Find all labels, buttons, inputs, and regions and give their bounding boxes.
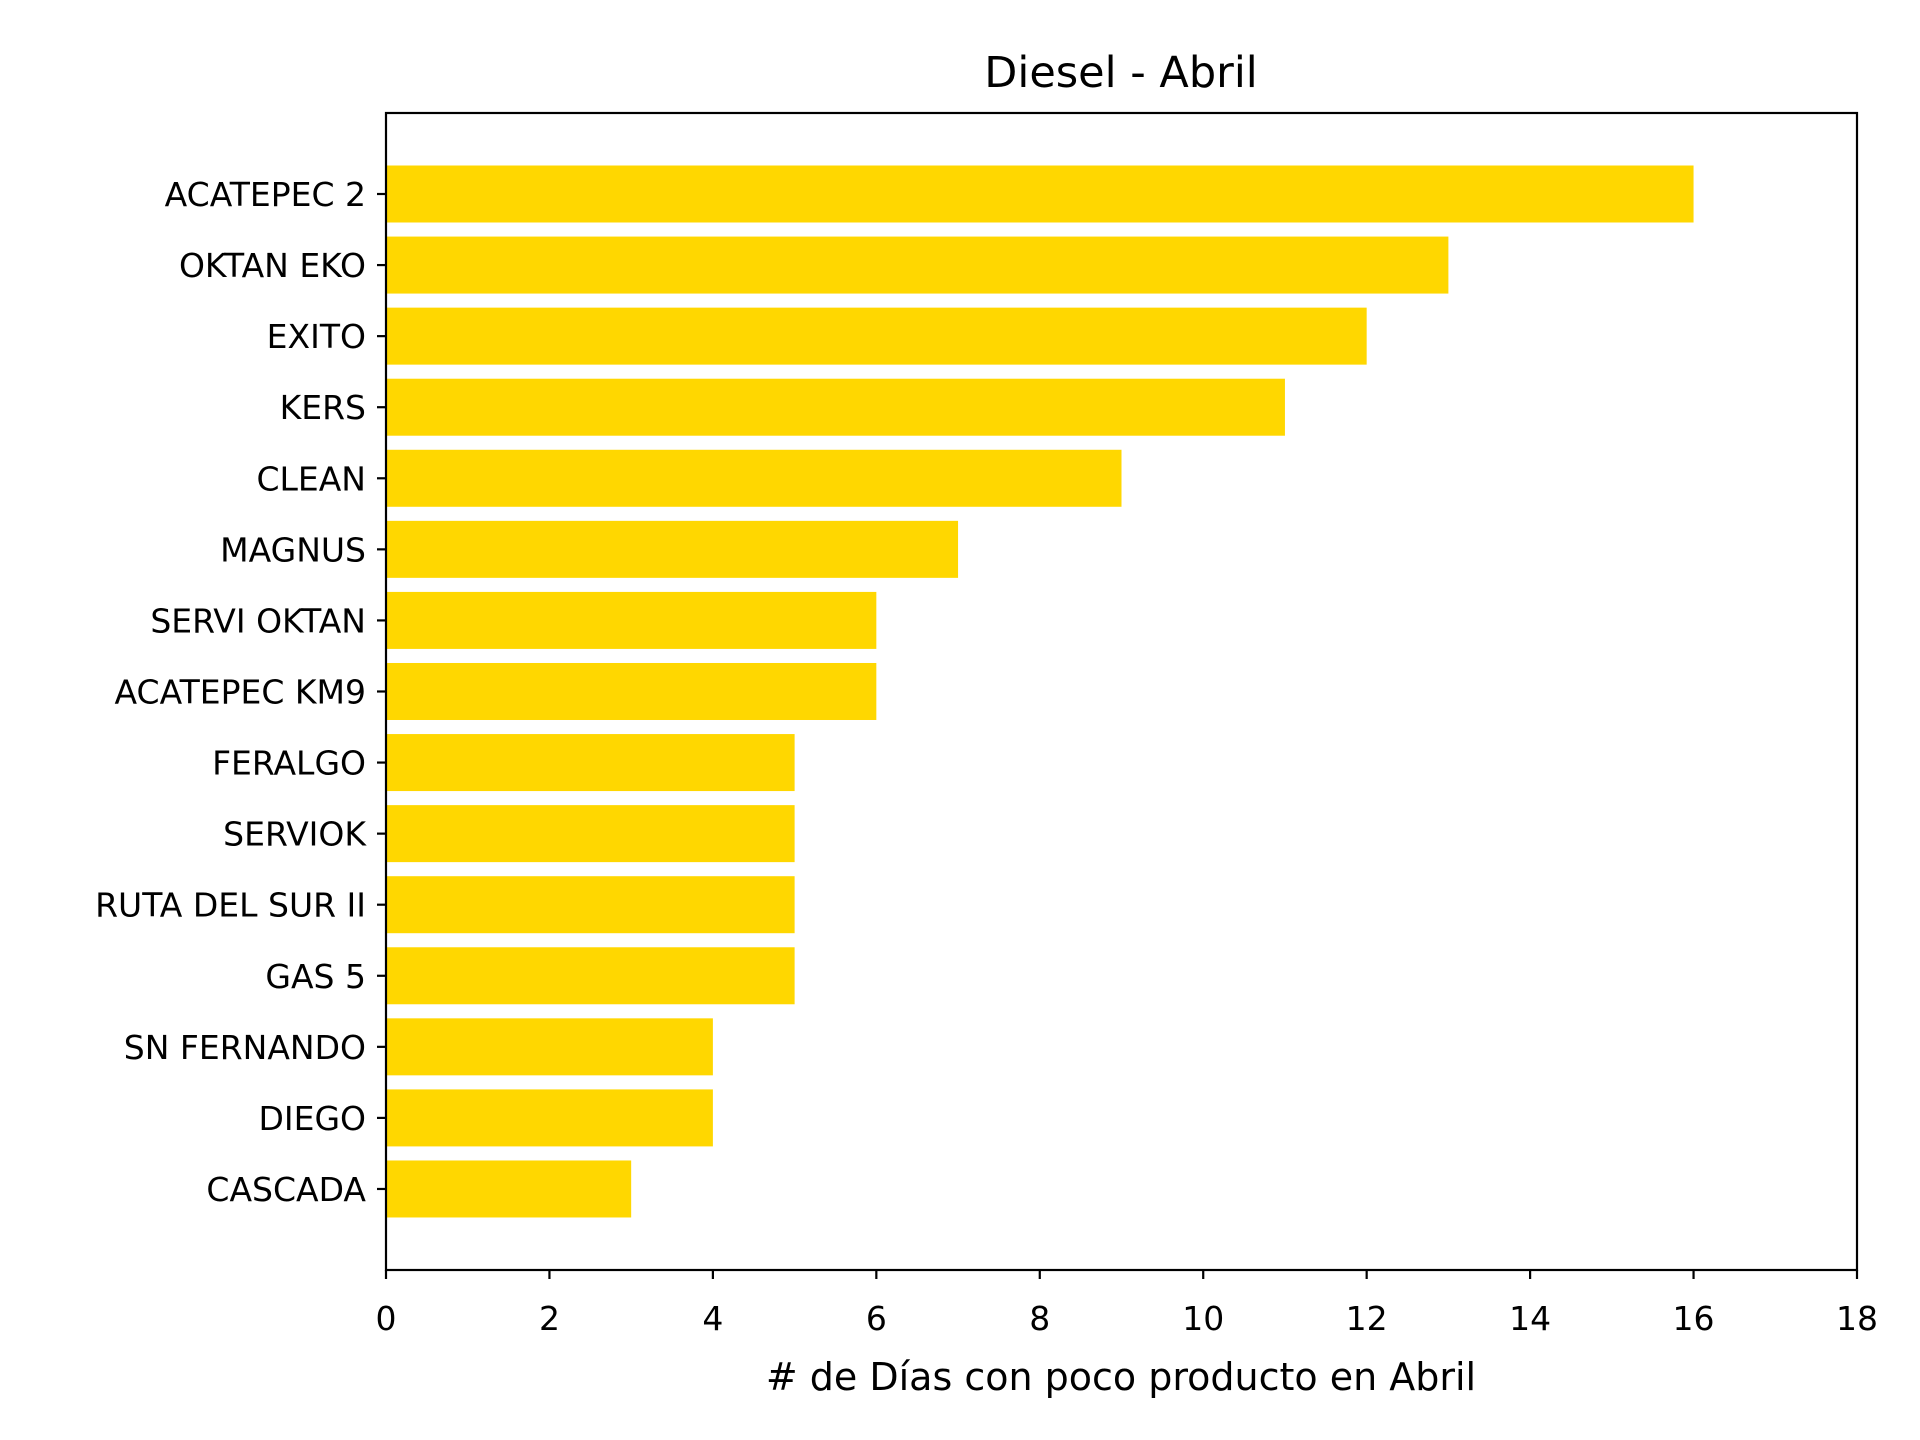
bar (386, 805, 795, 863)
y-tick-label: FERALGO (212, 744, 366, 783)
bar (386, 236, 1449, 294)
bars-group (386, 165, 1694, 1218)
y-tick-label: CASCADA (206, 1170, 366, 1209)
bar (386, 1160, 632, 1218)
x-tick-label: 2 (539, 1299, 560, 1338)
x-tick-label: 18 (1836, 1299, 1878, 1338)
x-tick-label: 12 (1346, 1299, 1388, 1338)
x-tick-label: 10 (1182, 1299, 1224, 1338)
y-tick-label: RUTA DEL SUR II (95, 886, 366, 925)
y-tick-label: SN FERNANDO (124, 1028, 366, 1067)
x-tick-label: 14 (1509, 1299, 1551, 1338)
y-tick-label: CLEAN (256, 459, 366, 498)
x-tick-label: 16 (1673, 1299, 1715, 1338)
x-tick-label: 0 (376, 1299, 397, 1338)
chart-title: Diesel - Abril (984, 48, 1257, 98)
y-tick-label: GAS 5 (265, 957, 366, 996)
bar (386, 165, 1694, 223)
bar (386, 520, 959, 578)
bar (386, 947, 795, 1005)
y-tick-label: ACATEPEC KM9 (115, 672, 366, 711)
y-axis-ticks: ACATEPEC 2 OKTAN EKO EXITO KERS CLEAN MAGNUS S… (95, 175, 386, 1209)
x-tick-label: 8 (1029, 1299, 1050, 1338)
x-tick-label: 6 (866, 1299, 887, 1338)
y-tick-label: SERVIOK (223, 815, 367, 854)
bar (386, 1089, 713, 1147)
y-tick-label: ACATEPEC 2 (165, 175, 366, 214)
y-tick-label: DIEGO (258, 1099, 366, 1138)
bar (386, 378, 1285, 436)
bar (386, 591, 877, 649)
y-tick-label: EXITO (267, 317, 366, 356)
bar (386, 1018, 713, 1076)
plot-area-frame (384, 111, 1859, 1272)
x-axis-ticks: 0 2 4 6 8 10 12 14 16 18 (376, 1270, 1878, 1338)
bar (386, 449, 1122, 507)
bar (386, 876, 795, 934)
y-tick-label: SERVI OKTAN (150, 601, 366, 640)
bar (386, 307, 1367, 365)
y-tick-label: KERS (280, 388, 366, 427)
y-tick-label: MAGNUS (220, 530, 366, 569)
bar (386, 734, 795, 792)
x-axis-label: # de Días con poco producto en Abril (766, 1355, 1476, 1399)
y-tick-label: OKTAN EKO (179, 246, 366, 285)
x-tick-label: 4 (702, 1299, 723, 1338)
bar (386, 662, 877, 720)
